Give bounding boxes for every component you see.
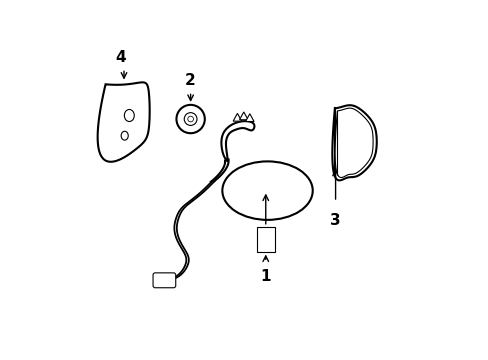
Ellipse shape [222,161,312,220]
Text: 2: 2 [185,73,196,88]
Text: 4: 4 [115,50,125,65]
Polygon shape [332,105,376,180]
Polygon shape [221,121,254,161]
FancyBboxPatch shape [256,228,274,252]
FancyBboxPatch shape [153,273,175,288]
Text: 3: 3 [329,213,340,228]
Text: 1: 1 [260,269,270,284]
Polygon shape [334,108,372,177]
Polygon shape [245,114,254,122]
Polygon shape [98,82,149,162]
Polygon shape [233,113,241,121]
Circle shape [176,105,204,133]
Polygon shape [239,112,247,120]
